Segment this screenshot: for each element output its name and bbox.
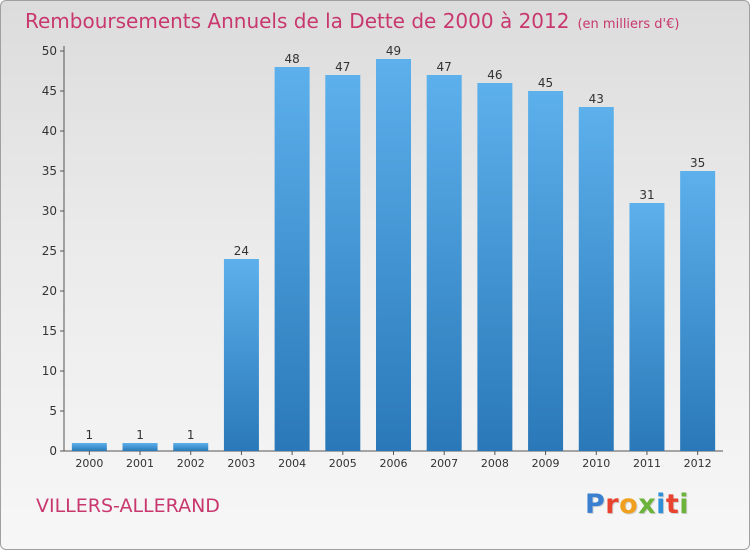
x-tick-label: 2010 [582, 457, 610, 470]
x-tick-label: 2002 [177, 457, 205, 470]
x-tick-label: 2006 [380, 457, 408, 470]
y-tick-label: 35 [42, 164, 57, 178]
logo-letter: i [679, 489, 690, 520]
logo-letter: r [605, 489, 620, 520]
y-tick-label: 10 [42, 364, 57, 378]
bar [376, 59, 411, 451]
y-tick-label: 0 [49, 444, 57, 458]
x-tick-label: 2011 [633, 457, 661, 470]
data-label: 35 [690, 156, 705, 170]
y-tick-label: 45 [42, 84, 57, 98]
data-label: 43 [589, 92, 604, 106]
x-tick-label: 2001 [126, 457, 154, 470]
logo-letter: x [638, 489, 657, 520]
commune-name: VILLERS-ALLERAND [36, 495, 220, 517]
data-label: 49 [386, 44, 401, 58]
bar [122, 443, 158, 451]
logo-letter: o [619, 489, 639, 520]
data-label: 46 [487, 68, 502, 82]
data-label: 45 [538, 76, 553, 90]
chart-title: Remboursements Annuels de la Dette de 20… [25, 9, 679, 33]
logo-letter: t [665, 489, 680, 520]
y-tick-label: 30 [42, 204, 57, 218]
x-tick-label: 2009 [532, 457, 560, 470]
y-tick-label: 40 [42, 124, 57, 138]
bar [173, 443, 209, 451]
bar [426, 75, 462, 451]
bar [629, 203, 665, 451]
data-label: 1 [187, 428, 195, 442]
bar [274, 67, 310, 451]
chart-title-text: Remboursements Annuels de la Dette de 20… [25, 9, 570, 33]
x-tick-label: 2012 [684, 457, 712, 470]
bar [71, 443, 107, 451]
data-label: 1 [136, 428, 144, 442]
bar [680, 171, 716, 451]
x-tick-label: 2007 [430, 457, 458, 470]
data-label: 47 [437, 60, 452, 74]
data-label: 31 [639, 188, 654, 202]
bar [477, 83, 513, 451]
chart-subtitle: (en milliers d'€) [577, 17, 680, 32]
bar [223, 259, 259, 451]
proxiti-logo: Proxiti [585, 489, 689, 520]
data-label: 48 [284, 52, 299, 66]
data-label: 47 [335, 60, 350, 74]
data-label: 1 [86, 428, 94, 442]
data-label: 24 [234, 244, 249, 258]
y-tick-label: 5 [49, 404, 57, 418]
y-tick-label: 15 [42, 324, 57, 338]
y-tick-label: 25 [42, 244, 57, 258]
bar [578, 107, 614, 451]
x-tick-label: 2003 [227, 457, 255, 470]
x-tick-label: 2005 [329, 457, 357, 470]
logo-letter: P [585, 489, 606, 520]
y-tick-label: 50 [42, 44, 57, 58]
bar [528, 91, 564, 451]
x-tick-label: 2000 [75, 457, 103, 470]
logo-letter: i [656, 489, 666, 520]
bar [325, 75, 361, 451]
y-tick-label: 20 [42, 284, 57, 298]
x-tick-label: 2008 [481, 457, 509, 470]
x-tick-label: 2004 [278, 457, 306, 470]
